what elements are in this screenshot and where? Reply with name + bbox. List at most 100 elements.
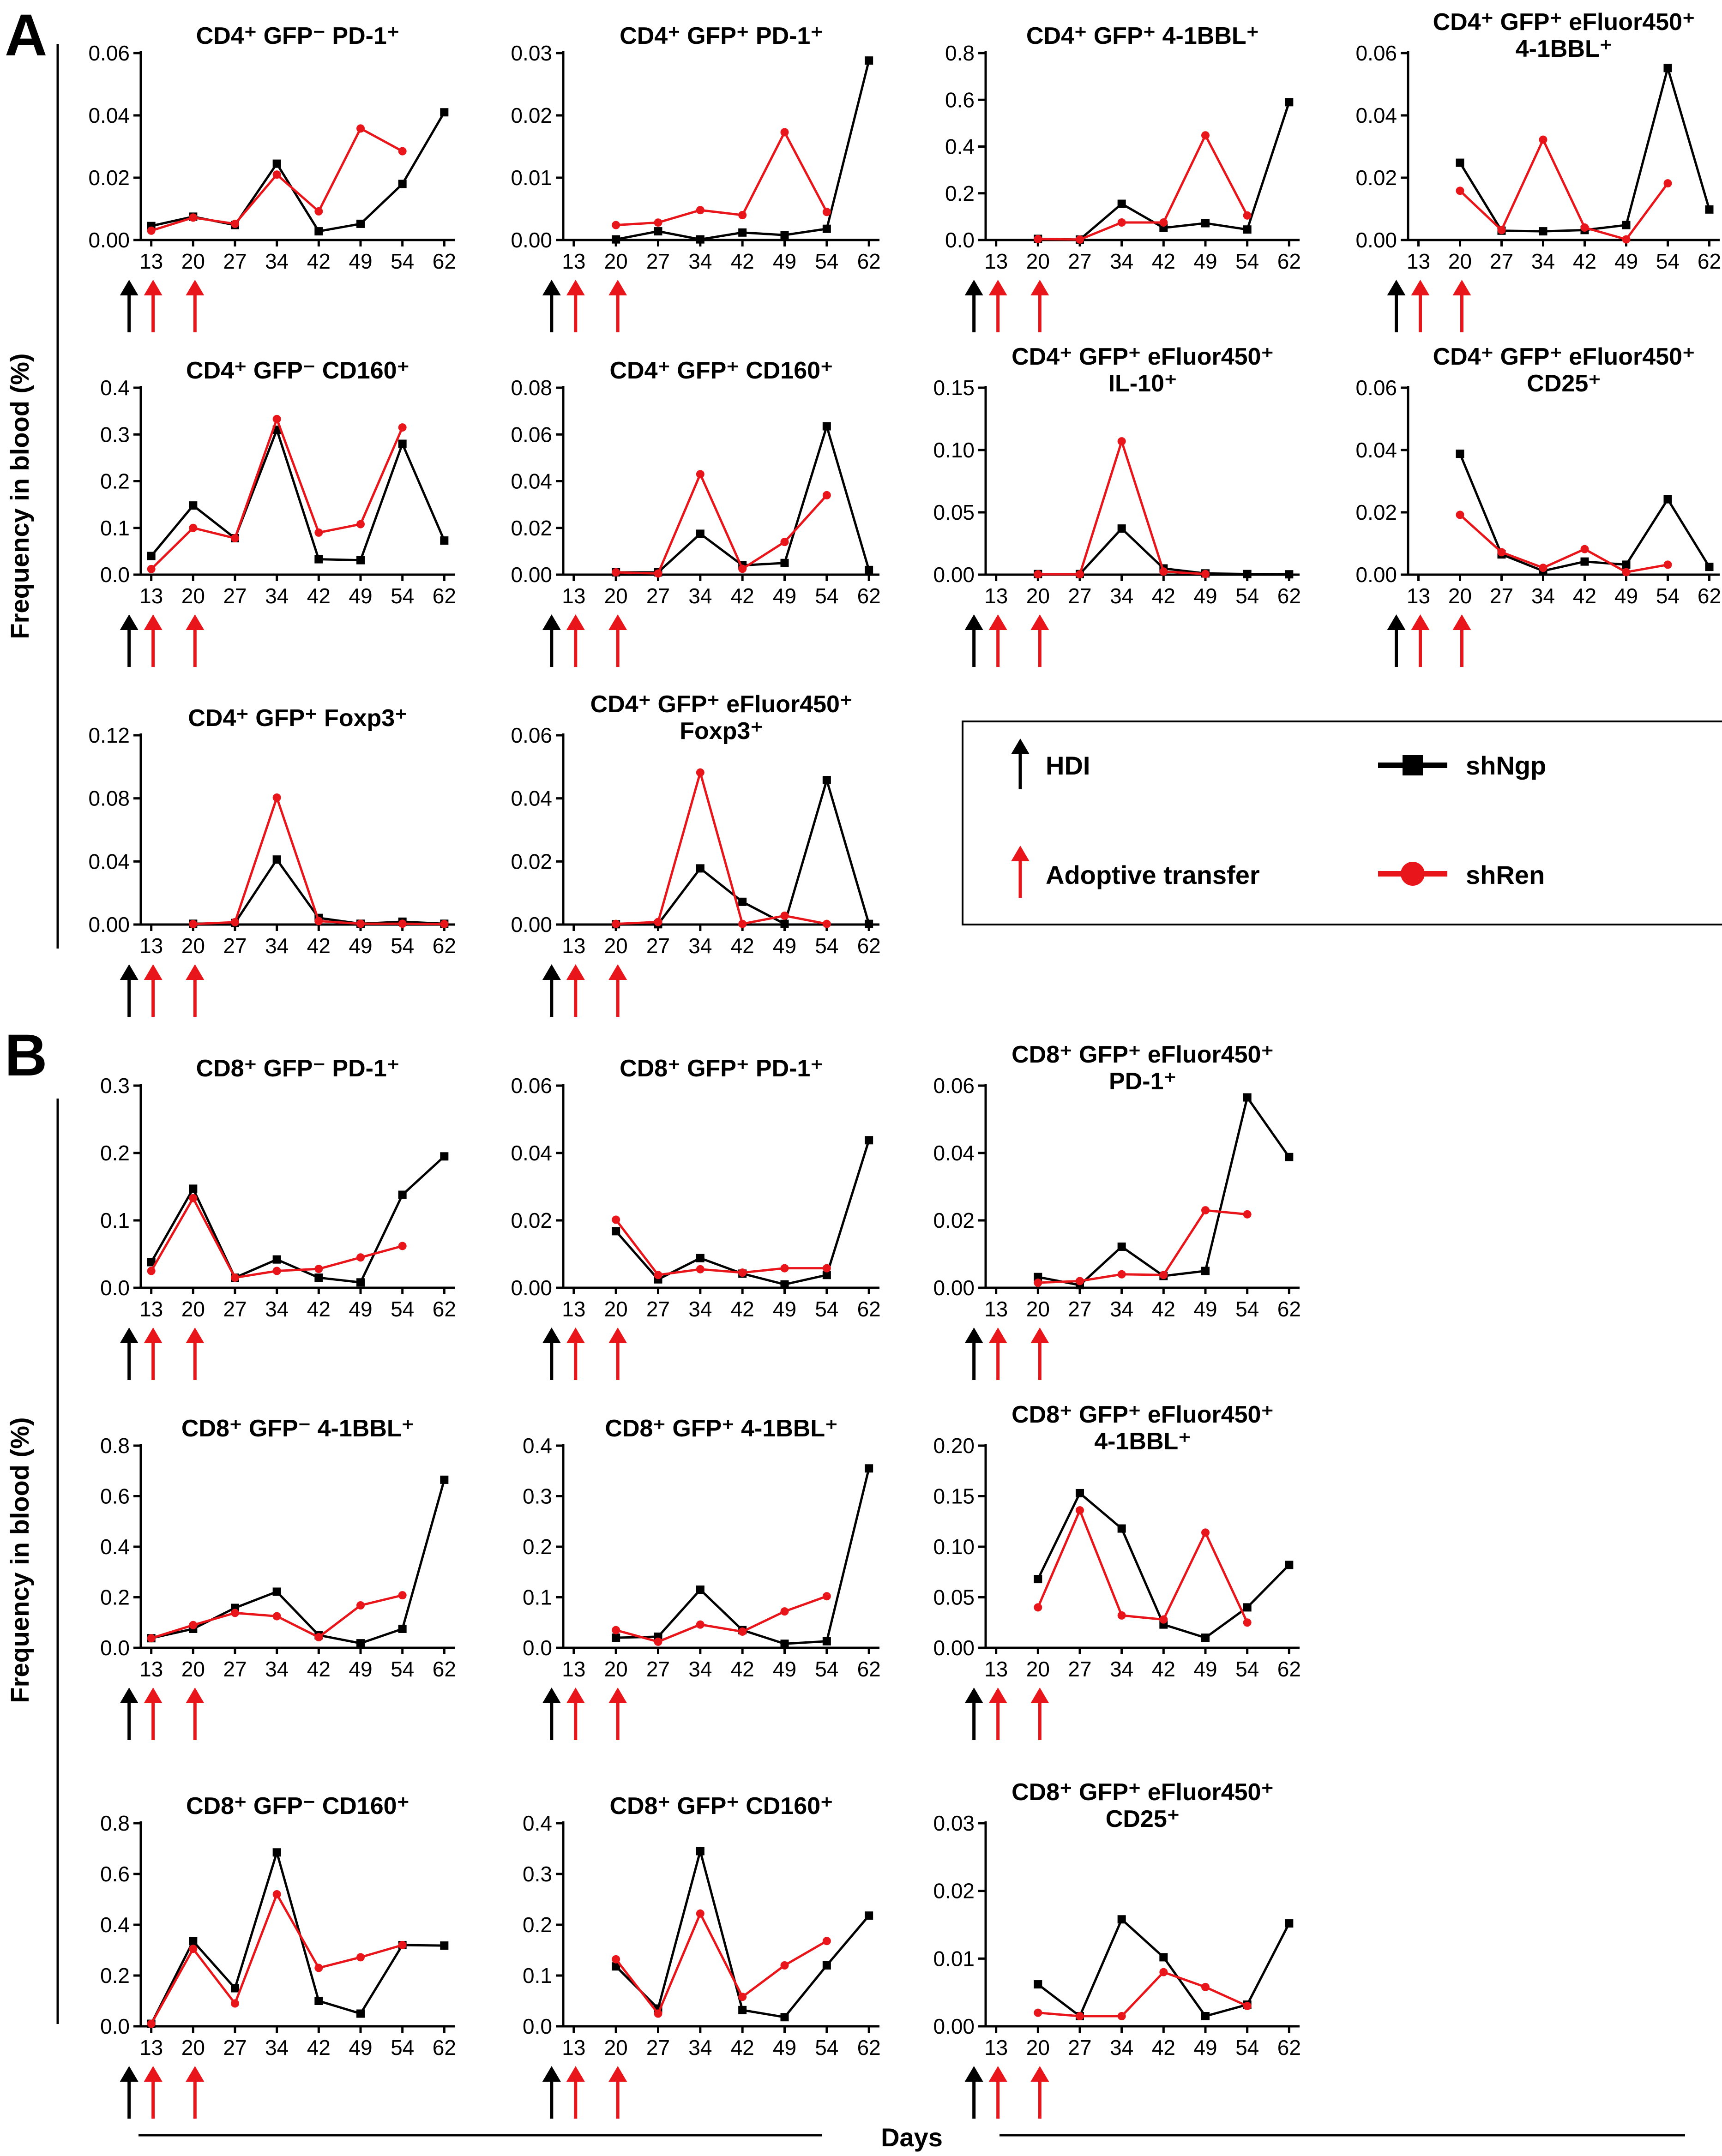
x-tick-label: 62: [1277, 2036, 1301, 2060]
series-line-shren: [151, 126, 403, 232]
x-tick-label: 42: [1573, 249, 1596, 273]
x-tick-label: 34: [1531, 584, 1555, 608]
x-tick-label: 13: [984, 584, 1008, 608]
y-tick-label: 0.08: [511, 376, 552, 400]
chart-18: CD8⁺ GFP⁺ CD160⁺ 0.0 0.1 0.2 0.3 0.4 13 20 27 34 4…: [523, 1793, 881, 2119]
transfer-arrow: [566, 1688, 585, 1740]
data-point-shren: [612, 568, 620, 577]
data-point-shngp: [865, 1911, 873, 1920]
legend-shren-label: shRen: [1466, 860, 1545, 889]
data-point-shngp: [1201, 219, 1210, 228]
x-tick-label: 20: [1026, 584, 1050, 608]
hdi-arrow-head: [964, 614, 983, 630]
series-line-shren: [615, 1910, 828, 2016]
data-point-shngp: [1285, 1153, 1294, 1161]
data-point-shngp: [1076, 1489, 1084, 1497]
transfer-arrow-head: [144, 964, 163, 980]
x-tick-label: 27: [1068, 2036, 1091, 2060]
series-line-shren: [1038, 1970, 1248, 2018]
data-point-shren: [272, 414, 281, 423]
y-tick-label: 0.08: [88, 787, 130, 811]
x-tick-label: 34: [1110, 1297, 1133, 1321]
panel-label-a: A: [5, 2, 47, 68]
hdi-arrow-head: [1387, 280, 1406, 295]
transfer-arrow-head: [144, 280, 163, 295]
panel-a-ylabel: Frequency in blood (%): [5, 353, 34, 639]
data-point-shren: [1034, 1603, 1042, 1612]
x-tick-label: 13: [139, 1657, 163, 1681]
data-point-shren: [738, 211, 747, 219]
transfer-arrow: [144, 1688, 163, 1740]
y-tick-label: 0.02: [511, 849, 552, 873]
chart-title: CD8⁺ GFP⁻ 4-1BBL⁺: [181, 1415, 414, 1442]
data-point-shngp: [231, 1984, 239, 1993]
y-tick-label: 0.6: [100, 1484, 130, 1508]
y-tick-label: 0.05: [933, 500, 975, 524]
chart-7: CD4⁺ GFP⁺ eFluor450⁺IL-10⁺ 0.00 0.05 0.10 0.…: [933, 343, 1301, 667]
transfer-arrow: [608, 964, 627, 1017]
data-point-shngp: [314, 555, 323, 564]
transfer-arrow: [1411, 614, 1430, 667]
data-point-shren: [1622, 235, 1631, 244]
data-point-shren: [738, 1627, 747, 1636]
transfer-arrow-head: [566, 2066, 585, 2082]
data-point-shren: [231, 534, 239, 543]
data-point-shren: [696, 1265, 704, 1273]
data-point-shren: [1117, 1270, 1126, 1279]
y-tick-label: 0.01: [933, 1946, 975, 1970]
data-point-shren: [822, 491, 831, 499]
transfer-arrow-head: [988, 1327, 1007, 1343]
x-tick-label: 54: [391, 1297, 414, 1321]
x-tick-label: 20: [181, 934, 205, 958]
legend-transfer-arrow-icon: [1011, 846, 1030, 898]
chart-2: CD4⁺ GFP⁺ PD-1⁺ 0.00 0.01 0.02 0.03 13 20 27 34 4…: [511, 23, 881, 332]
x-tick-label: 62: [433, 934, 456, 958]
data-point-shren: [356, 1253, 365, 1262]
data-point-shngp: [1456, 450, 1464, 458]
transfer-arrow: [1452, 280, 1471, 332]
series-line-shngp: [1459, 64, 1710, 233]
hdi-arrow: [1387, 280, 1406, 332]
hdi-arrow-head: [120, 614, 138, 630]
y-tick-label: 0.02: [933, 1208, 975, 1232]
transfer-arrow: [988, 2066, 1007, 2119]
x-tick-label: 34: [265, 1297, 289, 1321]
y-tick-label: 0.05: [933, 1585, 975, 1609]
data-point-shngp: [1622, 221, 1631, 229]
y-tick-label: 0.03: [933, 1811, 975, 1835]
x-tick-label: 54: [815, 2036, 838, 2060]
x-tick-label: 42: [1152, 1657, 1175, 1681]
hdi-arrow-head: [542, 1327, 561, 1343]
data-point-shren: [1117, 218, 1126, 227]
y-tick-label: 0.02: [511, 1208, 552, 1232]
x-tick-label: 54: [391, 1657, 414, 1681]
series-line-shren: [1038, 437, 1206, 576]
x-tick-label: 49: [773, 1297, 796, 1321]
chart-title: CD4⁺ GFP⁺ Foxp3⁺: [188, 705, 407, 732]
y-tick-label: 0.02: [1355, 166, 1397, 190]
x-tick-label: 20: [1026, 1297, 1050, 1321]
transfer-arrow-head: [1411, 614, 1430, 630]
data-point-shngp: [314, 1997, 323, 2005]
data-point-shngp: [1243, 1093, 1252, 1102]
x-tick-label: 49: [1193, 249, 1217, 273]
chart-title: CD25⁺: [1106, 1806, 1180, 1832]
hdi-arrow-head: [964, 280, 983, 295]
x-tick-label: 49: [773, 2036, 796, 2060]
y-tick-label: 0.3: [100, 422, 130, 446]
panel-label-b: B: [5, 1022, 47, 1088]
x-tick-label: 49: [349, 2036, 372, 2060]
y-tick-label: 0.04: [511, 1141, 552, 1165]
x-tick-label: 20: [1026, 1657, 1050, 1681]
data-point-shngp: [1117, 524, 1126, 533]
transfer-arrow: [988, 280, 1007, 332]
x-tick-label: 34: [1110, 1657, 1133, 1681]
x-tick-label: 62: [433, 1657, 456, 1681]
data-point-shngp: [440, 1941, 449, 1950]
legend-black-arrow-head: [1011, 739, 1030, 754]
y-tick-label: 0.15: [933, 1484, 975, 1508]
x-tick-label: 42: [307, 1657, 331, 1681]
series-line-shngp: [616, 1468, 870, 1645]
data-point-shren: [231, 918, 239, 926]
x-tick-label: 34: [1110, 2036, 1133, 2060]
